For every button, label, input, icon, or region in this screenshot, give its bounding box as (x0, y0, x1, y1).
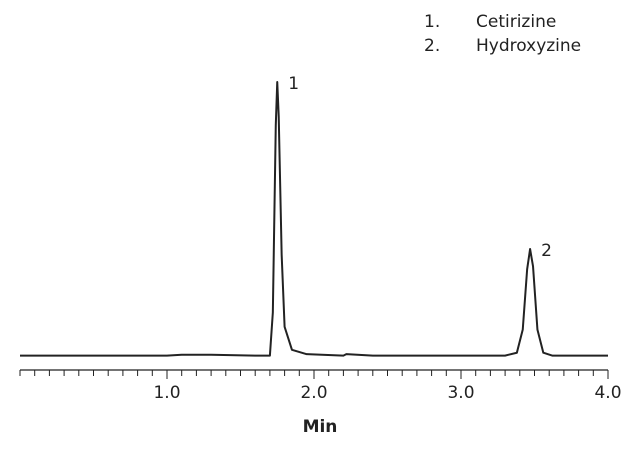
legend-number: 2. (424, 36, 440, 56)
trace (20, 81, 608, 357)
x-axis-label: Min (303, 417, 338, 437)
x-tick-label: 3.0 (447, 383, 474, 403)
x-tick-label: 1.0 (153, 383, 180, 403)
x-tick-label: 2.0 (300, 383, 327, 403)
legend-number: 1. (424, 12, 440, 32)
peak-label: 1 (288, 74, 299, 94)
legend-name: Cetirizine (476, 12, 556, 32)
legend-name: Hydroxyzine (476, 36, 581, 56)
peak-label: 2 (541, 241, 552, 261)
x-tick-label: 4.0 (594, 383, 621, 403)
